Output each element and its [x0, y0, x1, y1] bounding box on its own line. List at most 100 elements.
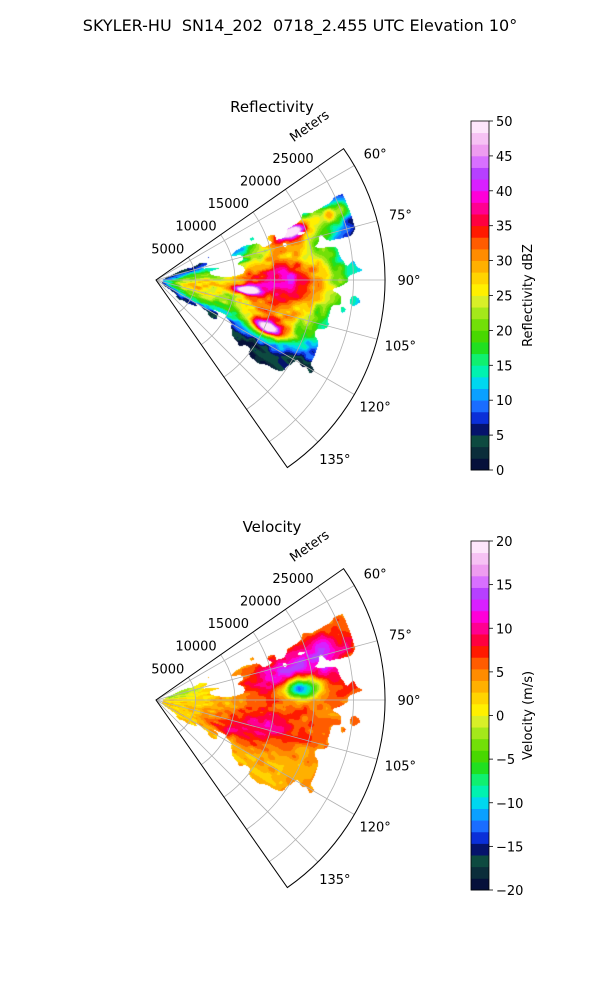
range-tick-label: 10000 [175, 640, 216, 655]
colorbar-segment [471, 796, 489, 809]
colorbar-segment [471, 283, 489, 296]
range-tick-label: 20000 [240, 174, 281, 189]
colorbar-segment [471, 318, 489, 331]
azimuth-tick-label: 75° [389, 209, 412, 224]
colorbar-segment [471, 866, 489, 879]
colorbar-label: Reflectivity dBZ [521, 244, 536, 347]
colorbar-segment [471, 610, 489, 623]
colorbar-segment [471, 202, 489, 215]
colorbar-tick-label: 40 [496, 185, 513, 200]
azimuth-tick-label: 105° [385, 339, 416, 354]
azimuth-gridline [155, 279, 355, 395]
colorbar-segment [471, 831, 489, 844]
colorbar-tick-label: 50 [496, 115, 513, 130]
figure-title: SKYLER-HU SN14_202 0718_2.455 UTC Elevat… [82, 16, 518, 35]
colorbar-tick-label: 35 [496, 220, 513, 235]
colorbar-segment [471, 353, 489, 366]
colorbar-segment [471, 808, 489, 821]
colorbar-tick-label: 20 [496, 324, 513, 339]
colorbar-tick-label: 0 [496, 710, 504, 725]
colorbar-segment [471, 330, 489, 343]
colorbar-segment [471, 225, 489, 238]
colorbar-segment [471, 167, 489, 180]
colorbar-segment [471, 599, 489, 612]
radar-field-raster [156, 525, 416, 885]
colorbar-segment [471, 727, 489, 740]
colorbar-segment [471, 155, 489, 168]
azimuth-gridline [155, 699, 319, 863]
colorbar-segment [471, 692, 489, 705]
colorbar-segment [471, 458, 489, 471]
azimuth-gridline [155, 699, 378, 760]
colorbar-segment [471, 657, 489, 670]
colorbar-label: Velocity (m/s) [521, 671, 536, 760]
colorbar-segment [471, 668, 489, 681]
range-tick-label: 25000 [272, 572, 313, 587]
range-tick-label: 20000 [240, 594, 281, 609]
range-ring [201, 654, 236, 766]
azimuth-tick-label: 75° [389, 629, 412, 644]
colorbar-tick-label: 5 [496, 666, 504, 681]
azimuth-tick-label: 90° [397, 694, 420, 709]
colorbar: −20 −15 −10 −5 0 5 10 15 20 Velocity (m/s) [470, 535, 536, 899]
radar-panel-reflectivity: Reflectivity50001000015000200002500060°7… [151, 98, 536, 479]
range-tick-label: 25000 [272, 152, 313, 167]
colorbar-segment [471, 132, 489, 145]
range-tick-label: 5000 [151, 662, 184, 677]
colorbar-tick-label: 20 [496, 535, 513, 550]
colorbar-tick-label: 10 [496, 622, 513, 637]
colorbar-segment [471, 645, 489, 658]
azimuth-tick-label: 60° [364, 568, 387, 583]
radar-field-raster [156, 105, 416, 465]
colorbar-segment [471, 715, 489, 728]
colorbar-segment [471, 144, 489, 157]
colorbar-tick-label: −20 [496, 884, 523, 899]
colorbar-segment [471, 423, 489, 436]
range-ring [201, 234, 236, 346]
range-ring [246, 609, 315, 830]
azimuth-gridline [155, 279, 319, 443]
colorbar-segment [471, 237, 489, 250]
colorbar-segment [471, 307, 489, 320]
colorbar-segment [471, 575, 489, 588]
range-tick-label: 15000 [208, 617, 249, 632]
azimuth-gridline [155, 279, 378, 340]
colorbar-tick-label: 10 [496, 394, 513, 409]
azimuth-tick-label: 135° [319, 453, 350, 468]
colorbar-segment [471, 376, 489, 389]
colorbar-segment [471, 435, 489, 448]
colorbar-segment [471, 342, 489, 355]
colorbar-segment [471, 388, 489, 401]
colorbar-segment [471, 703, 489, 716]
colorbar-segment [471, 762, 489, 775]
range-ring [246, 189, 315, 410]
range-ring [223, 631, 275, 798]
colorbar-tick-label: 15 [496, 359, 513, 374]
azimuth-tick-label: 90° [397, 274, 420, 289]
colorbar-segment [471, 855, 489, 868]
colorbar-tick-label: 15 [496, 579, 513, 594]
colorbar-segment [471, 190, 489, 203]
colorbar-tick-label: 25 [496, 290, 513, 305]
colorbar-segment [471, 564, 489, 577]
colorbar-segment [471, 541, 489, 554]
colorbar-segment [471, 634, 489, 647]
colorbar-segment [471, 587, 489, 600]
colorbar-segment [471, 680, 489, 693]
range-ring [269, 166, 354, 443]
colorbar-tick-label: 5 [496, 429, 504, 444]
colorbar-segment [471, 622, 489, 635]
azimuth-gridline [155, 585, 355, 701]
azimuth-gridline [155, 220, 378, 281]
colorbar-tick-label: −5 [496, 753, 515, 768]
azimuth-tick-label: 60° [364, 148, 387, 163]
colorbar-tick-label: −10 [496, 797, 523, 812]
sector-outline [155, 567, 386, 889]
colorbar-segment [471, 214, 489, 227]
colorbar-segment [471, 785, 489, 798]
colorbar: 0 5 10 15 20 25 30 35 40 45 50 Reflectivity dBZ [470, 115, 536, 479]
colorbar-segment [471, 738, 489, 751]
azimuth-gridline [155, 165, 355, 281]
azimuth-tick-label: 135° [319, 873, 350, 888]
colorbar-segment [471, 446, 489, 459]
